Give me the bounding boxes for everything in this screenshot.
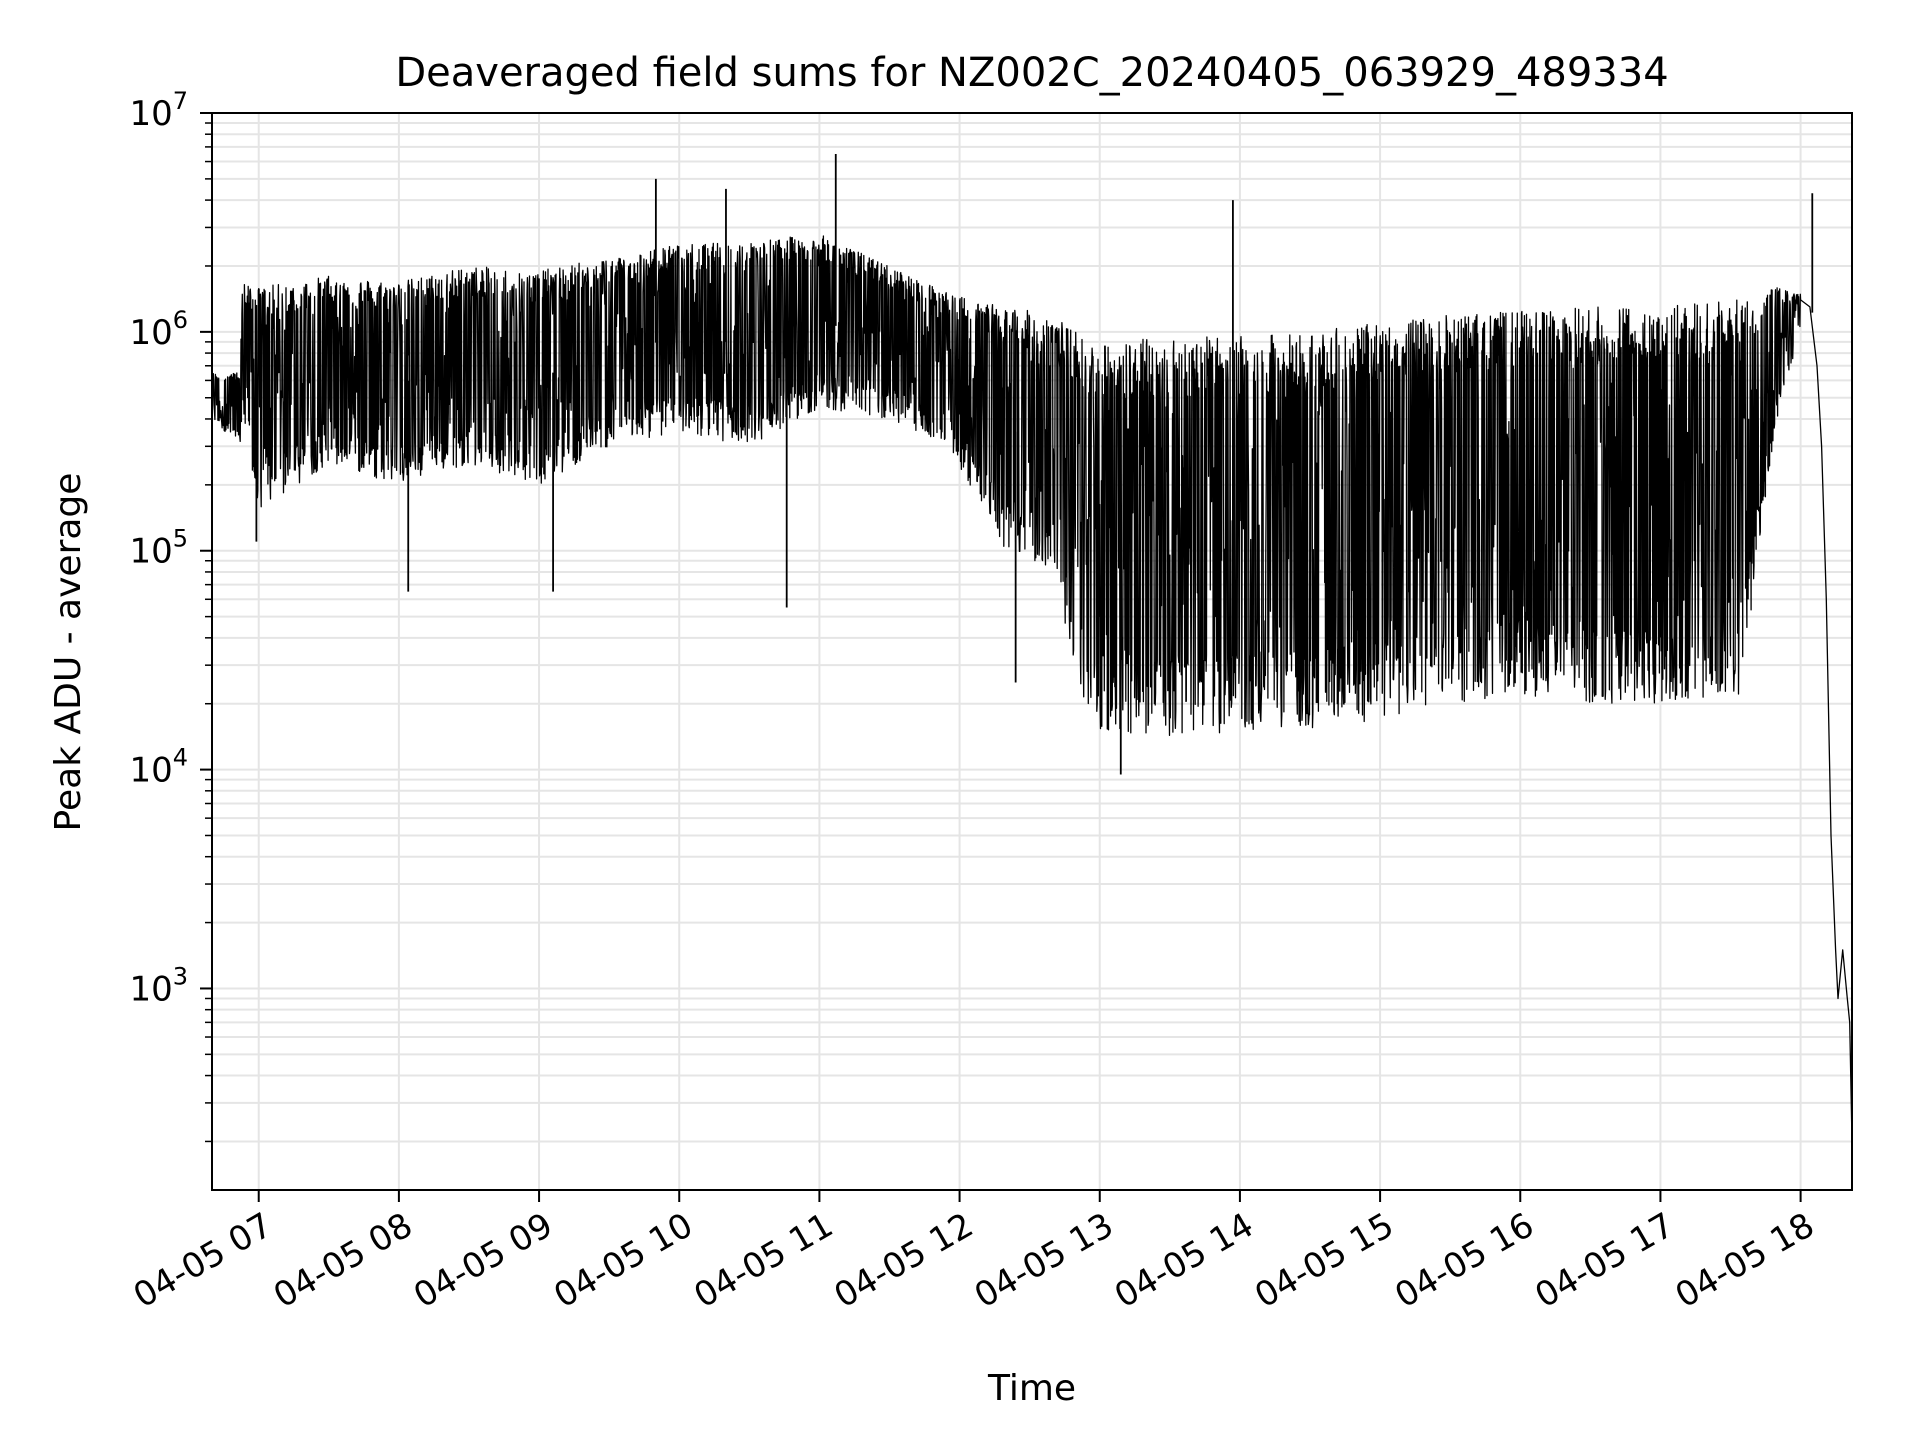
plot-frame — [211, 112, 1853, 1191]
y-tick-label: 107 — [129, 87, 188, 134]
x-axis-label: Time — [987, 1368, 1076, 1409]
y-axis-label: Peak ADU - average — [48, 473, 89, 832]
y-tick-label: 105 — [129, 525, 188, 572]
series-line — [211, 235, 1853, 1142]
y-tick-label: 104 — [129, 744, 188, 791]
chart-title: Deaveraged field sums for NZ002C_2024040… — [395, 50, 1668, 96]
y-tick-label: 106 — [129, 306, 188, 353]
y-tick-label: 103 — [129, 962, 188, 1009]
series-layer — [211, 153, 1853, 1142]
y-axis: 103 104 105 106 107 — [129, 87, 212, 1143]
